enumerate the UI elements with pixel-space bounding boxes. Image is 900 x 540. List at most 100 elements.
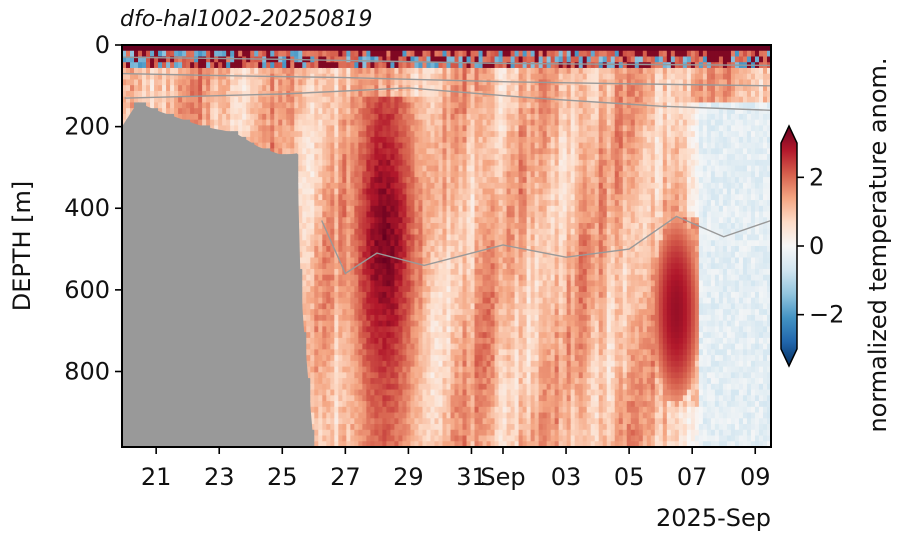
heatmap-cell	[322, 246, 327, 253]
heatmap-cell	[314, 205, 319, 213]
heatmap-cell	[310, 177, 315, 184]
heatmap-cell	[190, 96, 195, 104]
heatmap-cell	[326, 378, 331, 385]
heatmap-cell	[302, 177, 307, 184]
heatmap-cell	[194, 108, 199, 115]
heatmap-cell	[346, 56, 351, 63]
heatmap-cell	[366, 56, 371, 63]
heatmap-cell	[330, 62, 335, 69]
heatmap-cell	[302, 303, 307, 310]
heatmap-cell	[370, 79, 375, 86]
heatmap-cell	[398, 274, 404, 282]
heatmap-cell	[134, 90, 139, 98]
heatmap-cell	[194, 85, 199, 92]
heatmap-cell	[282, 62, 287, 69]
heatmap-cell	[406, 136, 412, 144]
heatmap-cell	[362, 349, 367, 356]
heatmap-cell	[358, 406, 363, 414]
heatmap-cell	[398, 326, 404, 333]
heatmap-cell	[258, 85, 263, 92]
heatmap-cell	[358, 45, 363, 52]
heatmap-cell	[330, 349, 335, 356]
heatmap-cell	[290, 79, 295, 86]
heatmap-cell	[190, 102, 195, 109]
heatmap-cell	[370, 188, 375, 195]
heatmap-cell	[358, 378, 363, 385]
heatmap-cell	[190, 108, 195, 115]
heatmap-cell	[306, 355, 311, 362]
heatmap-cell	[386, 165, 392, 172]
heatmap-cell	[350, 200, 355, 207]
heatmap-cell	[254, 50, 259, 58]
heatmap-cell	[390, 355, 396, 362]
heatmap-cell	[398, 165, 404, 172]
heatmap-cell	[174, 62, 179, 69]
heatmap-cell	[186, 56, 191, 63]
heatmap-cell	[358, 188, 363, 195]
heatmap-cell	[362, 62, 367, 69]
heatmap-cell	[286, 136, 291, 144]
heatmap-cell	[230, 79, 235, 86]
heatmap-cell	[338, 435, 343, 442]
heatmap-cell	[346, 136, 351, 144]
heatmap-cell	[362, 228, 367, 236]
heatmap-cell	[382, 441, 388, 447]
heatmap-cell	[310, 332, 315, 339]
heatmap-cell	[210, 96, 215, 104]
heatmap-cell	[230, 50, 235, 58]
heatmap-cell	[398, 205, 404, 213]
heatmap-cell	[270, 125, 275, 132]
heatmap-cell	[334, 268, 339, 276]
heatmap-cell	[386, 148, 392, 155]
heatmap-cell	[310, 286, 315, 293]
heatmap-cell	[378, 389, 384, 396]
heatmap-cell	[262, 131, 267, 138]
heatmap-cell	[362, 240, 367, 247]
heatmap-cell	[242, 85, 247, 92]
heatmap-cell	[310, 246, 315, 253]
heatmap-cell	[358, 223, 363, 230]
heatmap-cell	[218, 113, 223, 121]
heatmap-cell	[310, 251, 315, 259]
heatmap-cell	[354, 424, 359, 431]
heatmap-cell	[322, 355, 327, 362]
heatmap-cell	[154, 79, 159, 86]
heatmap-cell	[306, 228, 311, 236]
heatmap-cell	[310, 297, 315, 305]
heatmap-cell	[338, 108, 343, 115]
heatmap-cell	[394, 165, 400, 172]
heatmap-cell	[298, 154, 303, 161]
heatmap-cell	[398, 314, 404, 322]
heatmap-cell	[386, 182, 392, 190]
heatmap-cell	[294, 136, 299, 144]
heatmap-cell	[158, 102, 163, 109]
heatmap-cell	[134, 67, 139, 75]
heatmap-cell	[230, 73, 235, 81]
heatmap-cell	[398, 90, 404, 98]
heatmap-cell	[366, 263, 371, 270]
heatmap-cell	[390, 274, 396, 282]
heatmap-cell	[222, 90, 227, 98]
heatmap-cell	[338, 228, 343, 236]
heatmap-cell	[254, 102, 259, 109]
heatmap-cell	[394, 177, 400, 184]
heatmap-cell	[362, 246, 367, 253]
heatmap-cell	[170, 96, 175, 104]
heatmap-cell	[138, 85, 143, 92]
heatmap-cell	[350, 355, 355, 362]
heatmap-cell	[402, 228, 408, 236]
heatmap-cell	[326, 102, 331, 109]
heatmap-cell	[354, 246, 359, 253]
heatmap-cell	[326, 119, 331, 126]
heatmap-cell	[402, 320, 408, 327]
heatmap-cell	[298, 148, 303, 155]
heatmap-cell	[374, 125, 379, 132]
heatmap-cell	[358, 246, 363, 253]
heatmap-cell	[318, 165, 323, 172]
heatmap-cell	[346, 154, 351, 161]
heatmap-cell	[298, 113, 303, 121]
heatmap-cell	[302, 200, 307, 207]
heatmap-cell	[310, 412, 315, 419]
heatmap-cell	[162, 79, 167, 86]
heatmap-cell	[398, 349, 404, 356]
